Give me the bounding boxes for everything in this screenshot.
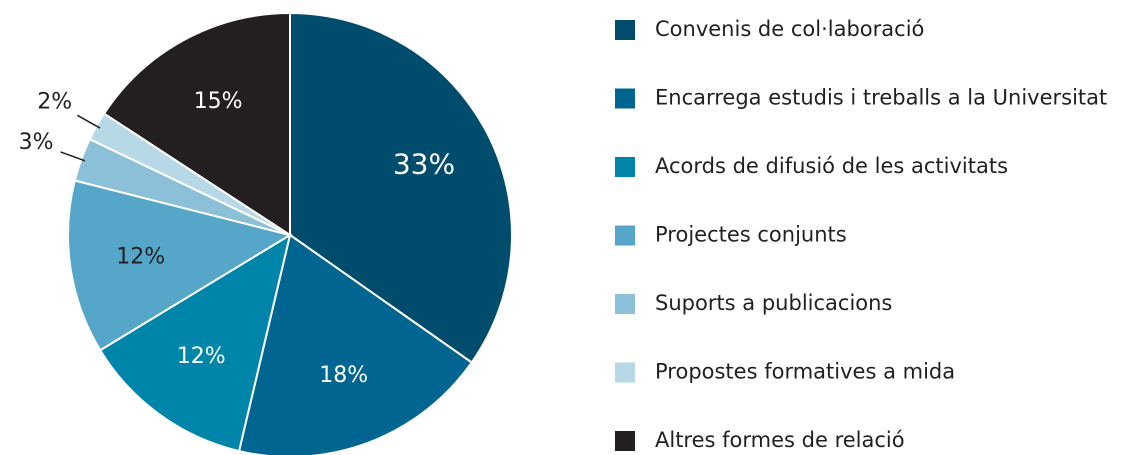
- legend-swatch: [615, 88, 635, 109]
- legend-label: Propostes formatives a mida: [655, 360, 955, 384]
- slice-label: 3%: [19, 130, 54, 155]
- slice-label: 12%: [116, 244, 165, 269]
- slice-label: 12%: [177, 344, 226, 369]
- pie-slice: [67, 179, 293, 352]
- slice-label: 33%: [393, 147, 455, 180]
- legend-label: Encarrega estudis i treballs a la Univer…: [655, 86, 1107, 110]
- leader-line: [60, 151, 86, 162]
- leader-line: [76, 114, 101, 129]
- pie-slice: [237, 233, 474, 455]
- legend-label: Suports a publicacions: [655, 291, 892, 315]
- legend-label: Altres formes de relació: [655, 428, 905, 452]
- legend-swatch: [615, 431, 635, 451]
- slice-label: 2%: [37, 90, 72, 115]
- legend-swatch: [615, 362, 635, 383]
- legend-label: Projectes conjunts: [655, 223, 847, 247]
- slice-label: 18%: [319, 363, 368, 388]
- pie-slice: [102, 11, 291, 237]
- slice-label: 15%: [194, 89, 243, 114]
- legend-swatch: [615, 294, 635, 314]
- legend-label: Acords de difusió de les activitats: [655, 154, 1008, 178]
- legend-swatch: [615, 20, 635, 40]
- pie-slice: [98, 232, 292, 453]
- legend-label: Convenis de col·laboració: [655, 17, 924, 41]
- legend-swatch: [615, 225, 635, 246]
- legend-swatch: [615, 157, 635, 177]
- pie-slice: [289, 11, 513, 364]
